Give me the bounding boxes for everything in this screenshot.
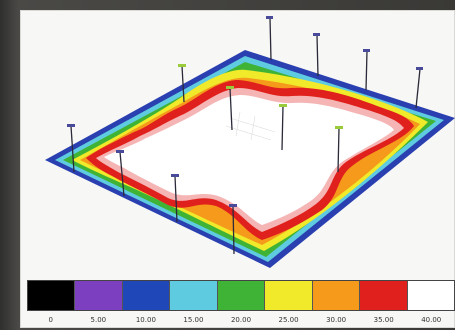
floor-center-high: [104, 95, 394, 225]
luminaire-icon: [226, 86, 234, 89]
legend-tick-label: 35.00: [373, 316, 394, 324]
legend-swatch: [75, 281, 123, 310]
luminaire-icon: [116, 150, 124, 153]
legend-swatch: [265, 281, 313, 310]
legend-swatch: [28, 281, 76, 310]
luminaire-icon: [229, 204, 237, 207]
legend-swatch: [122, 281, 171, 310]
legend-tick-label: 10.00: [135, 316, 156, 324]
legend-tick-label: 15.00: [183, 316, 204, 324]
legend-tick-label: 40.00: [421, 316, 442, 324]
luminaire-icon: [363, 49, 370, 52]
legend-tick-label: 0: [48, 316, 53, 324]
legend-swatch: [360, 281, 408, 310]
luminaire-icon: [279, 104, 287, 107]
luminaire-icon: [266, 16, 273, 19]
luminaire-icon: [313, 33, 320, 36]
center-grid: [225, 111, 276, 141]
legend-swatch: [217, 281, 266, 310]
legend-tick-label: 20.00: [230, 316, 252, 324]
luminaire-icon: [171, 174, 179, 177]
legend-tick-label: 25.00: [278, 316, 299, 324]
illuminance-legend-bar: [27, 280, 455, 311]
legend-tick-label: 30.00: [326, 316, 347, 324]
luminaire-heads: [67, 16, 423, 207]
luminaire-icon: [178, 64, 186, 67]
legend-swatch: [170, 281, 218, 310]
legend-tick-labels: 0 5.00 10.00 15.00 20.00 25.00 30.00 35.00 40.00: [27, 316, 455, 328]
legend-swatch: [407, 281, 454, 310]
legend-swatch: [312, 281, 361, 310]
luminaire-icon: [67, 124, 75, 127]
luminaire-icon: [416, 67, 423, 70]
luminaire-icon: [335, 126, 343, 129]
light-poles: [70, 17, 421, 255]
legend-tick-label: 5.00: [90, 316, 107, 324]
